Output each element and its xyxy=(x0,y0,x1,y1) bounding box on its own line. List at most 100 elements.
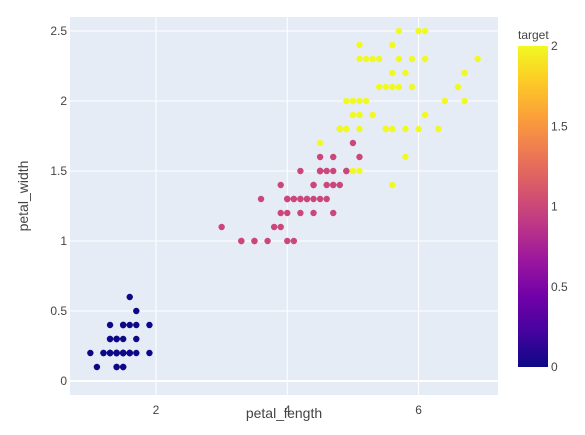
data-point[interactable] xyxy=(106,321,114,329)
data-point[interactable] xyxy=(310,209,317,217)
data-point[interactable] xyxy=(113,349,120,357)
data-point[interactable] xyxy=(119,321,127,329)
data-point[interactable] xyxy=(126,293,133,301)
data-point[interactable] xyxy=(402,153,409,161)
data-point[interactable] xyxy=(100,349,107,357)
data-point[interactable] xyxy=(336,181,343,189)
data-point[interactable] xyxy=(395,83,403,91)
data-point[interactable] xyxy=(87,349,94,357)
data-point[interactable] xyxy=(362,97,370,105)
data-point[interactable] xyxy=(461,69,468,77)
data-point[interactable] xyxy=(382,83,389,91)
data-point[interactable] xyxy=(297,195,304,203)
data-point[interactable] xyxy=(310,181,317,189)
data-point[interactable] xyxy=(336,125,343,133)
data-point[interactable] xyxy=(415,125,422,133)
data-point[interactable] xyxy=(474,55,481,63)
data-point[interactable] xyxy=(441,97,449,105)
data-point[interactable] xyxy=(330,209,337,217)
data-point[interactable] xyxy=(330,153,337,161)
data-point[interactable] xyxy=(316,139,324,147)
data-point[interactable] xyxy=(133,321,140,329)
data-point[interactable] xyxy=(389,181,396,189)
data-point[interactable] xyxy=(415,27,422,35)
data-point[interactable] xyxy=(356,167,363,175)
data-point[interactable] xyxy=(251,237,258,245)
data-point[interactable] xyxy=(349,167,357,175)
data-point[interactable] xyxy=(369,55,376,63)
data-point[interactable] xyxy=(277,209,284,217)
data-point[interactable] xyxy=(421,55,429,63)
data-point[interactable] xyxy=(133,307,140,315)
data-point[interactable] xyxy=(126,321,133,329)
data-point[interactable] xyxy=(146,349,153,357)
data-point[interactable] xyxy=(277,223,284,231)
data-point[interactable] xyxy=(402,125,409,133)
data-point[interactable] xyxy=(382,125,389,133)
data-point[interactable] xyxy=(343,97,350,105)
data-point[interactable] xyxy=(356,41,363,49)
data-point[interactable] xyxy=(369,111,376,119)
data-point[interactable] xyxy=(310,195,317,203)
data-point[interactable] xyxy=(303,195,311,203)
data-point[interactable] xyxy=(389,125,396,133)
data-point[interactable] xyxy=(356,55,363,63)
data-point[interactable] xyxy=(330,167,337,175)
data-point[interactable] xyxy=(323,181,330,189)
data-point[interactable] xyxy=(408,83,416,91)
data-point[interactable] xyxy=(113,363,120,371)
data-point[interactable] xyxy=(316,195,324,203)
data-point[interactable] xyxy=(323,167,330,175)
data-point[interactable] xyxy=(264,237,271,245)
data-point[interactable] xyxy=(402,69,409,77)
data-point[interactable] xyxy=(106,335,114,343)
data-point[interactable] xyxy=(133,349,140,357)
data-point[interactable] xyxy=(421,111,429,119)
data-point[interactable] xyxy=(435,125,442,133)
data-point[interactable] xyxy=(375,55,383,63)
data-point[interactable] xyxy=(356,111,363,119)
data-point[interactable] xyxy=(146,321,153,329)
data-point[interactable] xyxy=(454,83,462,91)
data-point[interactable] xyxy=(343,167,350,175)
data-point[interactable] xyxy=(356,153,363,161)
data-point[interactable] xyxy=(119,335,127,343)
data-point[interactable] xyxy=(113,335,120,343)
data-point[interactable] xyxy=(277,181,284,189)
data-point[interactable] xyxy=(395,27,403,35)
data-point[interactable] xyxy=(316,153,324,161)
data-point[interactable] xyxy=(290,237,298,245)
data-point[interactable] xyxy=(316,167,324,175)
data-point[interactable] xyxy=(395,55,403,63)
data-point[interactable] xyxy=(389,41,396,49)
data-point[interactable] xyxy=(349,139,357,147)
data-point[interactable] xyxy=(297,209,304,217)
data-point[interactable] xyxy=(356,97,363,105)
data-point[interactable] xyxy=(270,223,278,231)
data-point[interactable] xyxy=(349,111,357,119)
data-point[interactable] xyxy=(461,97,468,105)
data-point[interactable] xyxy=(238,237,245,245)
data-point[interactable] xyxy=(93,363,101,371)
data-point[interactable] xyxy=(389,83,396,91)
data-point[interactable] xyxy=(408,55,416,63)
data-point[interactable] xyxy=(389,69,396,77)
data-point[interactable] xyxy=(126,349,133,357)
data-point[interactable] xyxy=(284,209,291,217)
data-point[interactable] xyxy=(421,27,429,35)
data-point[interactable] xyxy=(218,223,225,231)
data-point[interactable] xyxy=(362,55,370,63)
data-point[interactable] xyxy=(343,125,350,133)
data-point[interactable] xyxy=(284,195,291,203)
data-point[interactable] xyxy=(375,83,383,91)
data-point[interactable] xyxy=(119,349,127,357)
data-point[interactable] xyxy=(297,167,304,175)
data-point[interactable] xyxy=(257,195,265,203)
data-point[interactable] xyxy=(284,237,291,245)
data-point[interactable] xyxy=(356,125,363,133)
data-point[interactable] xyxy=(106,349,114,357)
data-point[interactable] xyxy=(323,195,330,203)
data-point[interactable] xyxy=(290,195,298,203)
data-point[interactable] xyxy=(133,335,140,343)
data-point[interactable] xyxy=(119,363,127,371)
